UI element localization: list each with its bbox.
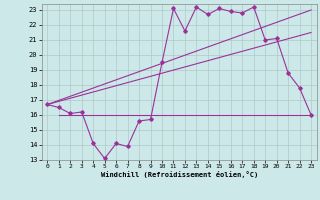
X-axis label: Windchill (Refroidissement éolien,°C): Windchill (Refroidissement éolien,°C) <box>100 171 258 178</box>
